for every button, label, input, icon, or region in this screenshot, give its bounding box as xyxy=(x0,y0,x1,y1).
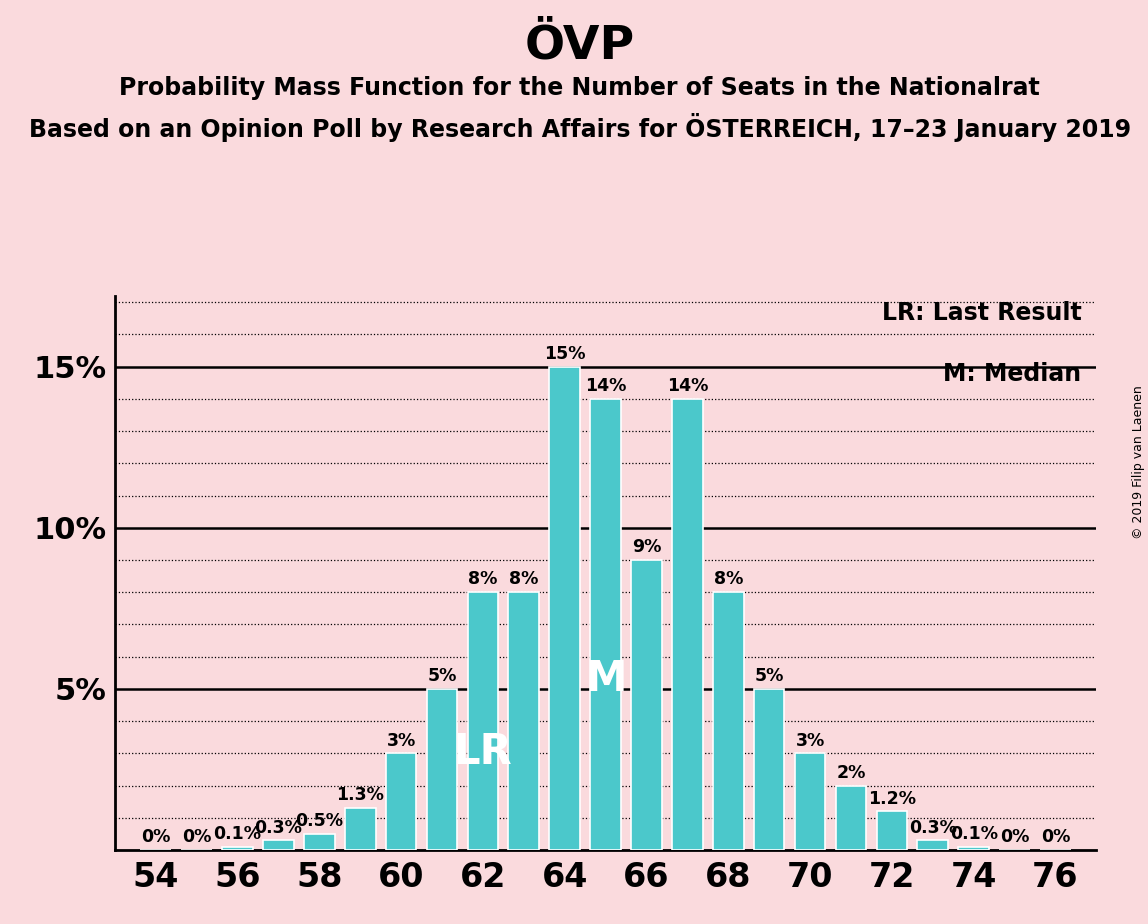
Text: 14%: 14% xyxy=(667,377,708,395)
Text: 0%: 0% xyxy=(141,828,170,846)
Text: 2%: 2% xyxy=(836,764,866,782)
Bar xyxy=(877,811,907,850)
Text: Based on an Opinion Poll by Research Affairs for ÖSTERREICH, 17–23 January 2019: Based on an Opinion Poll by Research Aff… xyxy=(29,113,1131,141)
Bar xyxy=(386,753,417,850)
Bar xyxy=(467,592,498,850)
Text: 8%: 8% xyxy=(509,570,538,589)
Text: Probability Mass Function for the Number of Seats in the Nationalrat: Probability Mass Function for the Number… xyxy=(119,76,1040,100)
Bar xyxy=(427,689,457,850)
Bar xyxy=(550,367,580,850)
Text: 0%: 0% xyxy=(1000,828,1030,846)
Text: 5%: 5% xyxy=(427,667,457,685)
Text: LR: Last Result: LR: Last Result xyxy=(882,301,1081,325)
Text: 0.5%: 0.5% xyxy=(295,812,343,830)
Text: ÖVP: ÖVP xyxy=(525,23,635,68)
Text: 0.3%: 0.3% xyxy=(909,819,956,836)
Bar xyxy=(713,592,744,850)
Text: M: Median: M: Median xyxy=(944,362,1081,386)
Text: M: M xyxy=(584,658,627,699)
Bar xyxy=(672,399,703,850)
Text: 5%: 5% xyxy=(754,667,784,685)
Bar xyxy=(223,847,253,850)
Text: 0%: 0% xyxy=(181,828,211,846)
Text: 1.2%: 1.2% xyxy=(868,789,916,808)
Bar xyxy=(631,560,661,850)
Text: 0.1%: 0.1% xyxy=(949,825,998,843)
Bar xyxy=(836,785,867,850)
Text: 3%: 3% xyxy=(387,732,416,749)
Bar xyxy=(263,841,294,850)
Text: 0.3%: 0.3% xyxy=(255,819,302,836)
Text: 0%: 0% xyxy=(1041,828,1070,846)
Bar xyxy=(304,834,334,850)
Text: 15%: 15% xyxy=(544,345,585,363)
Bar xyxy=(344,808,375,850)
Text: 1.3%: 1.3% xyxy=(336,786,385,804)
Text: 0.1%: 0.1% xyxy=(214,825,262,843)
Bar xyxy=(917,841,948,850)
Bar xyxy=(590,399,621,850)
Bar xyxy=(794,753,825,850)
Bar xyxy=(959,847,988,850)
Text: © 2019 Filip van Laenen: © 2019 Filip van Laenen xyxy=(1132,385,1145,539)
Text: LR: LR xyxy=(453,731,512,773)
Text: 9%: 9% xyxy=(631,538,661,556)
Text: 8%: 8% xyxy=(468,570,497,589)
Bar xyxy=(509,592,540,850)
Bar xyxy=(754,689,784,850)
Text: 8%: 8% xyxy=(714,570,743,589)
Text: 3%: 3% xyxy=(796,732,824,749)
Text: 14%: 14% xyxy=(584,377,627,395)
